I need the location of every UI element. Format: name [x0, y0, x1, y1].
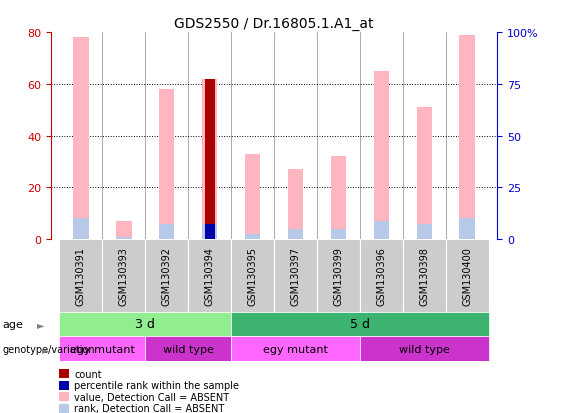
Bar: [205, 224, 215, 240]
Text: egy mutant: egy mutant: [263, 344, 328, 354]
Text: value, Detection Call = ABSENT: value, Detection Call = ABSENT: [74, 392, 229, 402]
Bar: [416, 224, 432, 240]
Bar: [360, 240, 403, 312]
Text: GSM130394: GSM130394: [205, 246, 215, 305]
Bar: [231, 240, 274, 312]
Text: GSM130393: GSM130393: [119, 246, 129, 305]
Bar: [159, 90, 175, 240]
Bar: [288, 170, 303, 240]
Bar: [331, 157, 346, 240]
Text: 3 d: 3 d: [136, 318, 155, 331]
Text: count: count: [74, 369, 102, 379]
Text: GSM130391: GSM130391: [76, 246, 86, 305]
Bar: [188, 240, 231, 312]
Text: GSM130398: GSM130398: [419, 246, 429, 305]
Text: rank, Detection Call = ABSENT: rank, Detection Call = ABSENT: [74, 404, 224, 413]
Bar: [205, 79, 215, 240]
Text: age: age: [3, 319, 24, 329]
Bar: [73, 219, 89, 240]
Bar: [73, 38, 89, 240]
Bar: [274, 240, 317, 312]
Text: 5 d: 5 d: [350, 318, 370, 331]
Text: GSM130392: GSM130392: [162, 246, 172, 305]
Bar: [145, 337, 231, 361]
Bar: [360, 337, 489, 361]
Bar: [116, 237, 132, 240]
Text: GSM130396: GSM130396: [376, 246, 386, 305]
Bar: [446, 240, 489, 312]
Text: genotype/variation: genotype/variation: [3, 344, 95, 354]
Text: ►: ►: [37, 319, 44, 329]
Bar: [373, 221, 389, 240]
Bar: [245, 154, 260, 240]
Bar: [245, 235, 260, 240]
Bar: [317, 240, 360, 312]
Text: wild type: wild type: [163, 344, 214, 354]
Bar: [331, 229, 346, 240]
Bar: [373, 72, 389, 240]
Text: GSM130397: GSM130397: [290, 246, 301, 305]
Bar: [231, 312, 489, 337]
Bar: [202, 224, 218, 240]
Title: GDS2550 / Dr.16805.1.A1_at: GDS2550 / Dr.16805.1.A1_at: [174, 17, 374, 31]
Text: GSM130395: GSM130395: [247, 246, 258, 305]
Text: percentile rank within the sample: percentile rank within the sample: [74, 380, 239, 390]
Bar: [59, 337, 145, 361]
Text: wild type: wild type: [399, 344, 450, 354]
Bar: [116, 221, 132, 240]
Bar: [288, 229, 303, 240]
Bar: [202, 79, 218, 240]
Text: ►: ►: [42, 344, 50, 354]
Bar: [403, 240, 446, 312]
Bar: [231, 337, 360, 361]
Text: GSM130399: GSM130399: [333, 246, 344, 305]
Bar: [59, 240, 102, 312]
Bar: [145, 240, 188, 312]
Bar: [416, 108, 432, 240]
Bar: [102, 240, 145, 312]
Text: egy mutant: egy mutant: [70, 344, 135, 354]
Text: GSM130400: GSM130400: [462, 246, 472, 305]
Bar: [459, 219, 475, 240]
Bar: [159, 224, 175, 240]
Bar: [59, 312, 231, 337]
Bar: [459, 36, 475, 240]
